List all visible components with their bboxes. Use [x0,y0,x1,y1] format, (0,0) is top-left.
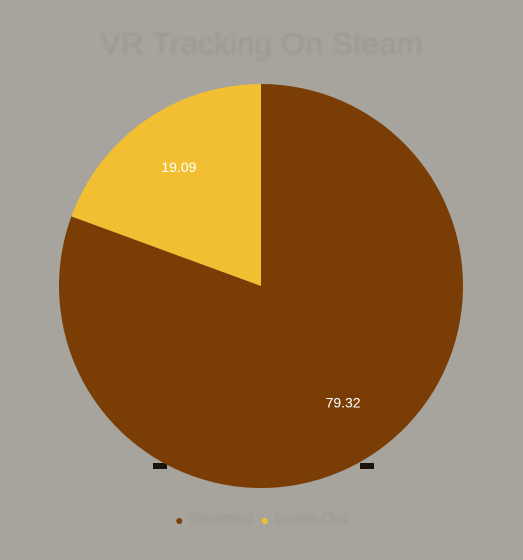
legend-marker-inside-out: ● [260,512,270,528]
legend-item-steamed[interactable]: ● Steamed [175,511,253,529]
legend-item-inside-out[interactable]: ● Inside-Out [261,511,348,529]
legend-label-inside-out: Inside-Out [274,511,348,528]
pie-label-steamed: 79.32 [326,394,361,410]
pie-shadow-tick [360,463,374,469]
pie-shadow-tick [153,463,167,469]
legend-label-steamed: Steamed [188,511,253,528]
chart-title: VR Tracking On Steam [99,26,423,61]
pie-slice-inside-out[interactable] [71,84,262,286]
chart-legend: ● Steamed ● Inside-Out [0,511,523,529]
legend-marker-steamed: ● [175,512,184,528]
pie-label-inside-out: 19.09 [161,159,196,175]
